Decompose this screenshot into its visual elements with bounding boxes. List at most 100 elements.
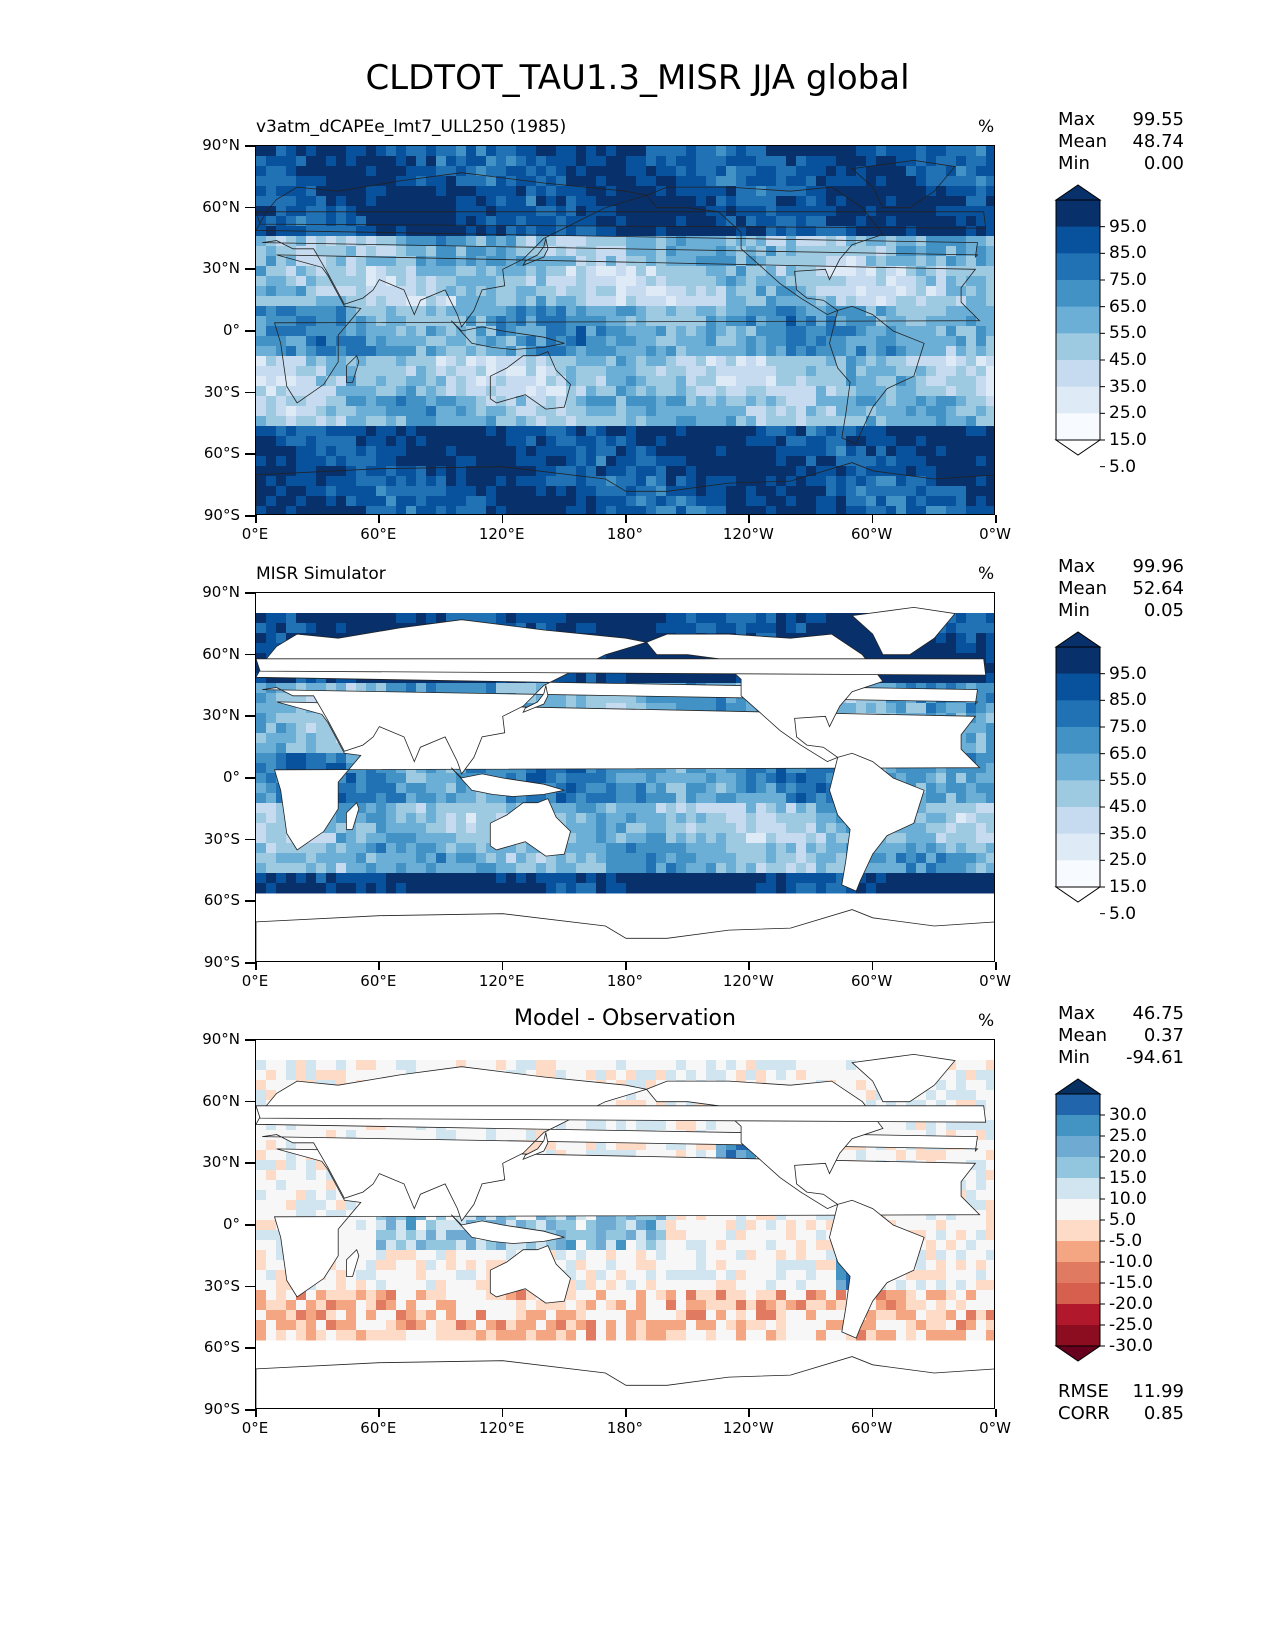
field-cell [516, 773, 527, 784]
field-cell [566, 693, 577, 704]
field-cell [776, 236, 787, 247]
field-cell [326, 406, 337, 417]
field-cell [936, 276, 947, 287]
field-cell [756, 206, 767, 217]
field-cell [626, 863, 637, 874]
field-cell [786, 773, 797, 784]
field-cell [366, 346, 377, 357]
field-cell [416, 813, 427, 824]
field-cell [926, 286, 937, 297]
field-cell [756, 386, 767, 397]
field-cell [426, 286, 437, 297]
field-cell [586, 306, 597, 317]
field-cell [586, 883, 597, 894]
field-cell [586, 286, 597, 297]
field-cell [256, 266, 267, 277]
field-cell [276, 386, 287, 397]
map-diff[interactable] [255, 1039, 995, 1409]
field-cell [806, 396, 817, 407]
field-cell [286, 456, 297, 467]
field-cell [286, 446, 297, 457]
field-cell [876, 843, 887, 854]
field-cell [366, 246, 377, 257]
field-cell [826, 386, 837, 397]
field-cell [796, 396, 807, 407]
field-cell [606, 623, 617, 634]
field-cell [666, 226, 677, 237]
field-cell [966, 813, 977, 824]
map-obs[interactable] [255, 592, 995, 962]
field-cell [976, 356, 987, 367]
field-cell [376, 783, 387, 794]
field-cell [656, 406, 667, 417]
field-cell [476, 833, 487, 844]
field-cell [656, 176, 667, 187]
field-cell [556, 446, 567, 457]
field-cell [956, 853, 967, 864]
field-cell [886, 336, 897, 347]
field-cell [726, 613, 737, 624]
field-cell [756, 306, 767, 317]
field-cell [546, 196, 557, 207]
field-cell [896, 366, 907, 377]
field-cell [856, 446, 867, 457]
field-cell [796, 783, 807, 794]
field-cell [426, 426, 437, 437]
field-cell [966, 673, 977, 684]
field-cell [386, 843, 397, 854]
field-cell [256, 783, 267, 794]
field-cell [836, 216, 847, 227]
field-cell [666, 623, 677, 634]
field-cell [566, 813, 577, 824]
field-cell [386, 496, 397, 507]
field-cell [546, 336, 557, 347]
field-cell [566, 613, 577, 624]
field-cell [916, 873, 927, 884]
field-cell [746, 226, 757, 237]
field-cell [916, 496, 927, 507]
field-cell [556, 396, 567, 407]
field-cell [466, 336, 477, 347]
field-cell [676, 416, 687, 427]
field-cell [466, 436, 477, 447]
field-cell [796, 623, 807, 634]
field-cell [496, 366, 507, 377]
field-cell [426, 506, 437, 514]
field-cell [606, 346, 617, 357]
field-cell [816, 236, 827, 247]
field-cell [776, 486, 787, 497]
field-cell [576, 843, 587, 854]
field-cell [856, 466, 867, 477]
field-cell [386, 326, 397, 337]
field-cell [716, 396, 727, 407]
field-cell [946, 246, 957, 257]
lon-tick [255, 515, 257, 523]
field-cell [986, 476, 994, 487]
field-cell [646, 236, 657, 247]
field-cell [566, 863, 577, 874]
field-cell [586, 406, 597, 417]
field-cell [896, 216, 907, 227]
map-model[interactable] [255, 145, 995, 515]
field-cell [736, 196, 747, 207]
field-cell [946, 783, 957, 794]
field-cell [366, 506, 377, 514]
field-cell [676, 813, 687, 824]
field-cell [696, 426, 707, 437]
field-cell [306, 216, 317, 227]
field-cell [506, 506, 517, 514]
field-cell [836, 466, 847, 477]
field-cell [836, 506, 847, 514]
stat-row: Mean 48.74 [1058, 131, 1184, 153]
field-cell [616, 703, 627, 714]
field-cell [276, 1060, 287, 1071]
field-cell [266, 436, 277, 447]
field-cell [846, 456, 857, 467]
field-cell [286, 623, 297, 634]
field-cell [856, 186, 867, 197]
field-cell [546, 226, 557, 237]
field-cell [696, 146, 707, 157]
field-cell [646, 863, 657, 874]
field-cell [756, 833, 767, 844]
field-cell [396, 296, 407, 307]
